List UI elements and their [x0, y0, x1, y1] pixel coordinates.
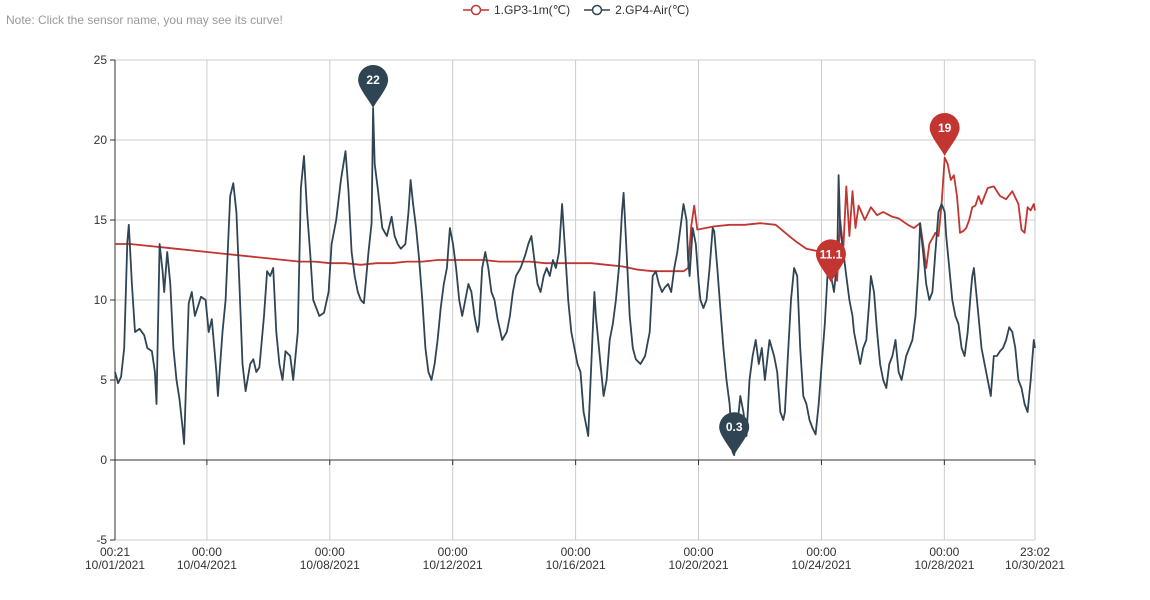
legend-item-gp4[interactable]: 2.GP4-Air(℃) — [584, 3, 689, 17]
marker-pin-shape — [815, 239, 846, 283]
marker-pin-gp3[interactable]: 19 — [929, 113, 960, 156]
x-tick-date: 10/04/2021 — [177, 558, 237, 572]
x-tick-date: 10/12/2021 — [423, 558, 483, 572]
legend-symbol-gp4 — [584, 4, 611, 16]
grid-lines — [114, 59, 1036, 541]
y-tick-label: 5 — [100, 373, 107, 387]
legend-item-gp3[interactable]: 1.GP3-1m(℃) — [463, 3, 570, 17]
legend-label-gp3: 1.GP3-1m(℃) — [494, 3, 571, 17]
marker-pin-gp4[interactable]: 0.3 — [719, 412, 750, 456]
marker-value-label: 19 — [938, 121, 952, 135]
marker-pin-shape — [929, 113, 960, 156]
y-tick-label: -5 — [96, 533, 107, 547]
x-tick-date: 10/08/2021 — [300, 558, 360, 572]
x-tick-date: 10/28/2021 — [914, 558, 974, 572]
x-tick-time: 00:21 — [100, 545, 130, 559]
y-tick-label: 10 — [94, 293, 108, 307]
series-lines — [114, 107, 1036, 457]
legend-label-gp4: 2.GP4-Air(℃) — [615, 3, 690, 17]
chart-legend: 1.GP3-1m(℃) 2.GP4-Air(℃) — [463, 3, 689, 17]
marker-value-label: 22 — [366, 73, 380, 87]
x-tick-time: 00:00 — [315, 545, 345, 559]
y-tick-label: 0 — [100, 453, 107, 467]
x-tick-time: 00:00 — [438, 545, 468, 559]
chart-note: Note: Click the sensor name, you may see… — [6, 13, 283, 27]
marker-pin-gp4[interactable]: 22 — [358, 65, 389, 108]
axes: 2520151050-500:2110/01/202100:0010/04/20… — [85, 53, 1065, 572]
y-tick-label: 15 — [94, 213, 108, 227]
x-tick-date: 10/01/2021 — [85, 558, 145, 572]
marker-pin-shape — [358, 65, 389, 108]
x-tick-time: 00:00 — [192, 545, 222, 559]
legend-symbol-gp3 — [463, 4, 489, 16]
y-tick-label: 25 — [94, 53, 108, 67]
y-tick-label: 20 — [94, 133, 108, 147]
x-tick-time: 00:00 — [684, 545, 714, 559]
peak-markers: 22 0.3 11.1 19 — [358, 65, 960, 456]
x-tick-date: 10/24/2021 — [791, 558, 851, 572]
x-tick-time: 00:00 — [561, 545, 591, 559]
x-tick-time: 23:02 — [1020, 545, 1050, 559]
marker-pin-gp3[interactable]: 11.1 — [815, 239, 846, 283]
x-tick-date: 10/30/2021 — [1005, 558, 1065, 572]
x-tick-time: 00:00 — [929, 545, 959, 559]
x-tick-time: 00:00 — [806, 545, 836, 559]
series-line-gp3 — [115, 156, 1036, 282]
marker-pin-shape — [719, 412, 750, 456]
x-tick-date: 10/20/2021 — [668, 558, 728, 572]
series-line-gp4 — [114, 107, 1036, 457]
marker-value-label: 11.1 — [820, 247, 843, 261]
x-tick-date: 10/16/2021 — [546, 558, 606, 572]
marker-value-label: 0.3 — [726, 420, 743, 434]
